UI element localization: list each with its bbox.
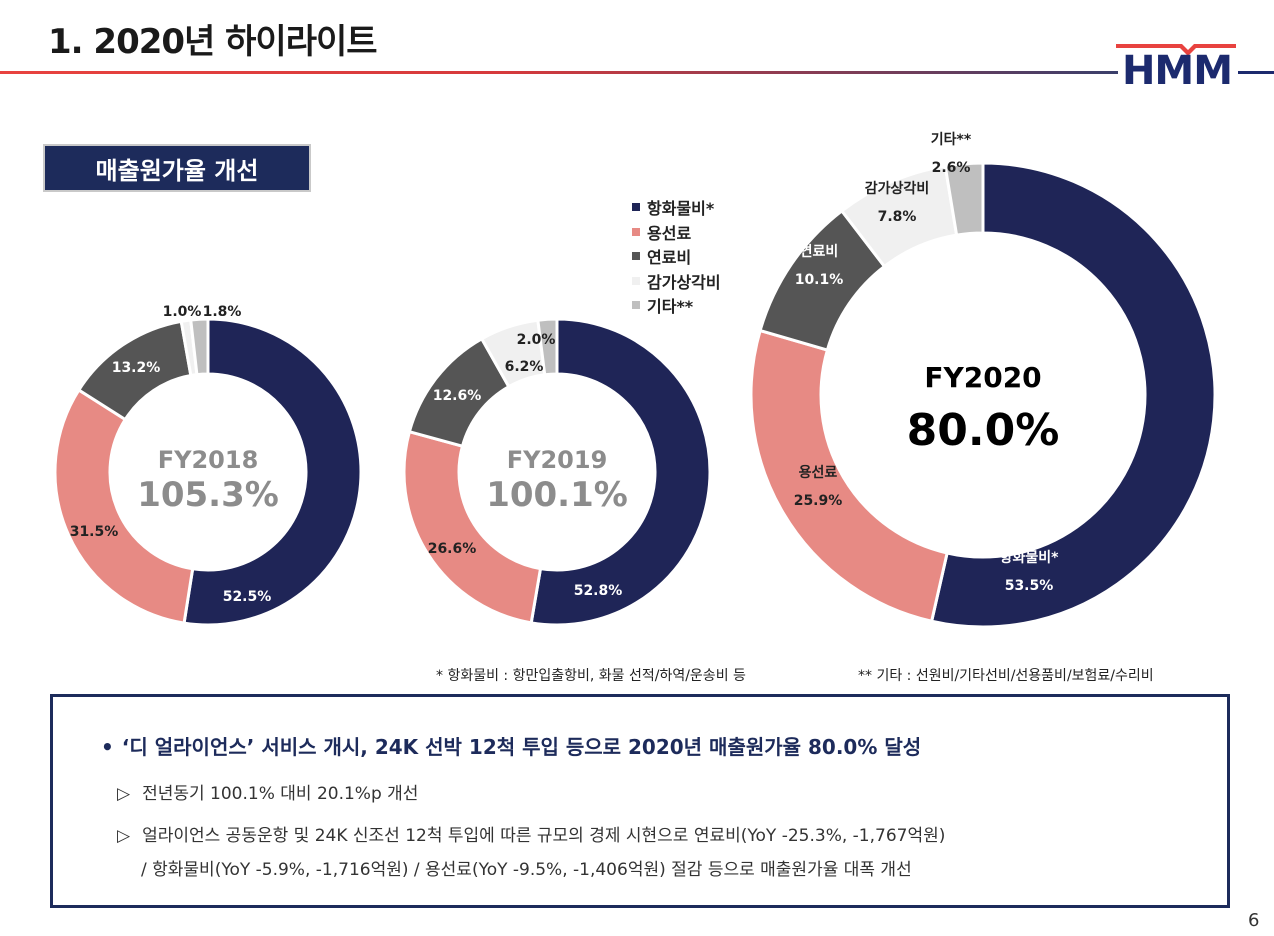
- legend-swatch: [632, 301, 640, 310]
- slice-value-label: 52.5%: [223, 589, 272, 605]
- slice-value-label: 12.6%: [433, 388, 482, 404]
- legend-label: 용선료: [647, 223, 692, 243]
- legend-item-charter: 용선료: [632, 220, 721, 245]
- triangle-bullet-icon: ▷: [117, 826, 131, 846]
- slice-value-label: 2.0%: [517, 332, 556, 348]
- donut-slice-charter: [749, 328, 949, 624]
- footnote-others: ** 기타 : 선원비/기타선비/선용품비/보험료/수리비: [858, 668, 1154, 684]
- slice-value-label: 2.6%: [932, 160, 971, 176]
- summary-point-text: 전년동기 100.1% 대비 20.1%p 개선: [142, 784, 419, 804]
- slice-category-label: 감가상각비: [865, 180, 929, 197]
- legend-swatch: [632, 276, 640, 285]
- summary-headline: • ‘디 얼라이언스’ 서비스 개시, 24K 선박 12척 투입 등으로 202…: [101, 731, 921, 760]
- donut-slice-charter: [402, 429, 543, 625]
- triangle-bullet-icon: ▷: [117, 784, 131, 804]
- title-underline: [0, 71, 1118, 74]
- donut-slice-port-logistics: [929, 161, 1217, 629]
- summary-point: ▷ 얼라이언스 공동운항 및 24K 신조선 12척 투입에 따른 규모의 경제 …: [117, 821, 945, 846]
- slice-value-label: 25.9%: [794, 493, 843, 509]
- slice-value-label: 52.8%: [574, 583, 623, 599]
- slice-category-label: 기타**: [931, 132, 972, 148]
- donut-slice-port-logistics: [529, 317, 712, 627]
- bullet-dot-icon: •: [101, 735, 114, 759]
- slice-category-label: 항화물비*: [1000, 549, 1060, 566]
- donut-center-year: FY2018: [158, 446, 259, 474]
- legend-label: 감가상각비: [647, 272, 721, 292]
- slice-value-label: 31.5%: [70, 524, 119, 540]
- summary-point: ▷ 전년동기 100.1% 대비 20.1%p 개선: [117, 779, 418, 804]
- summary-point-continued: / 항화물비(YoY -5.9%, -1,716억원) / 용선료(YoY -9…: [141, 860, 912, 880]
- slice-value-label: 1.8%: [203, 304, 242, 320]
- legend-label: 기타**: [647, 297, 694, 317]
- donut-center-year: FY2020: [924, 361, 1041, 394]
- legend-item-depreciation: 감가상각비: [632, 269, 721, 294]
- slice-value-label: 10.1%: [795, 272, 844, 288]
- slice-value-label: 1.0%: [163, 304, 202, 320]
- donut-center-ratio: 100.1%: [486, 475, 628, 515]
- summary-point-text: 얼라이언스 공동운항 및 24K 신조선 12척 투입에 따른 규모의 경제 시…: [142, 826, 946, 846]
- donut-center-ratio: 80.0%: [907, 405, 1060, 456]
- chart-legend: 항화물비* 용선료 연료비 감가상각비 기타**: [632, 195, 721, 318]
- donut-slice-charter: [53, 387, 195, 625]
- legend-item-port-logistics: 항화물비*: [632, 195, 721, 220]
- slice-value-label: 7.8%: [878, 209, 917, 225]
- footnote-port-logistics: * 항화물비 : 항만입출항비, 화물 선적/하역/운송비 등: [436, 668, 746, 684]
- donut-slice-others: [189, 317, 210, 377]
- legend-item-others: 기타**: [632, 293, 721, 318]
- legend-label: 항화물비*: [647, 199, 715, 219]
- slice-value-label: 53.5%: [1005, 578, 1054, 594]
- donut-center-year: FY2019: [507, 446, 608, 474]
- legend-swatch: [632, 227, 640, 236]
- legend-item-fuel: 연료비: [632, 244, 721, 269]
- donut-center-ratio: 105.3%: [137, 475, 279, 515]
- donut-slice-port-logistics: [182, 317, 363, 627]
- legend-label: 연료비: [647, 248, 692, 268]
- slice-value-label: 26.6%: [428, 541, 477, 557]
- hmm-logo: HMM: [1116, 44, 1236, 90]
- donut-slice-others: [536, 317, 559, 377]
- slice-value-label: 13.2%: [112, 360, 161, 376]
- legend-swatch: [632, 203, 640, 212]
- logo-rule: [1238, 71, 1274, 74]
- summary-headline-text: ‘디 얼라이언스’ 서비스 개시, 24K 선박 12척 투입 등으로 2020…: [121, 735, 922, 759]
- legend-swatch: [632, 252, 640, 261]
- slice-category-label: 용선료: [799, 465, 838, 481]
- donut-slice-others: [943, 161, 985, 237]
- slice-value-label: 6.2%: [505, 359, 544, 375]
- page-title: 1. 2020년 하이라이트: [48, 22, 378, 62]
- slice-category-label: 연료비: [800, 244, 839, 260]
- svg-text:HMM: HMM: [1122, 48, 1232, 90]
- page-number: 6: [1248, 910, 1260, 931]
- summary-box: • ‘디 얼라이언스’ 서비스 개시, 24K 선박 12척 투입 등으로 202…: [50, 694, 1230, 908]
- section-label: 매출원가율 개선: [43, 144, 311, 192]
